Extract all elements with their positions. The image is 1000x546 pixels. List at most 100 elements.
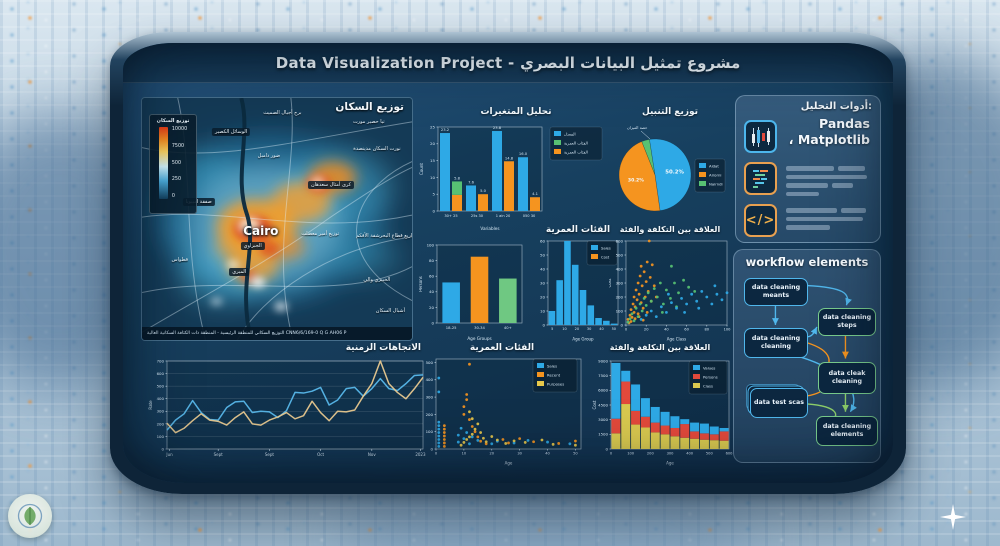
svg-text:Nairndi: Nairndi <box>709 181 723 186</box>
svg-text:050 30: 050 30 <box>523 214 536 218</box>
workflow-node[interactable]: data cleaning cleaning <box>744 328 808 358</box>
svg-text:80: 80 <box>429 258 434 263</box>
svg-text:14.8: 14.8 <box>505 156 514 160</box>
svg-text:Variables: Variables <box>480 226 499 231</box>
chart-distribution-pie: توزيع التنبيل 50.2% 30.2% حصة الميزان Aldat… <box>611 105 729 233</box>
map-legend-title: توزيع السكان <box>156 118 190 124</box>
city-label: Cairo <box>243 224 279 239</box>
svg-text:30: 30 <box>517 452 522 456</box>
svg-text:0: 0 <box>432 320 435 325</box>
pie-plot: 50.2% 30.2% حصة الميزان Aldat Airorni Nairndi <box>611 119 729 233</box>
svg-text:20: 20 <box>644 328 649 332</box>
svg-text:40: 40 <box>429 289 434 294</box>
svg-text:10: 10 <box>540 308 545 313</box>
svg-text:Persons: Persons <box>419 276 423 292</box>
svg-text:Sept: Sept <box>265 452 275 457</box>
map-place-label: قطواس <box>171 257 189 264</box>
svg-text:20: 20 <box>489 452 494 456</box>
dashboard-screen: Data Visualization Project - مشروع تمثيل… <box>123 43 893 483</box>
svg-text:0: 0 <box>433 208 436 213</box>
map-place-label: الميري <box>229 268 250 277</box>
svg-text:5.0: 5.0 <box>480 189 487 193</box>
tool-matplotlib: ، Matplotlib <box>788 132 870 148</box>
svg-text:10: 10 <box>562 327 566 331</box>
analysis-tools-panel: أدوات التحليل: Pandas ، Matplotlib <box>735 95 881 243</box>
svg-text:Age Groups: Age Groups <box>467 336 491 341</box>
svg-text:Rate: Rate <box>148 400 153 410</box>
svg-text:200: 200 <box>647 452 655 456</box>
svg-text:20: 20 <box>575 327 579 331</box>
workflow-node[interactable]: data cleaning steps <box>818 308 876 336</box>
workflow-node[interactable]: data cleaning meants <box>744 278 808 306</box>
svg-text:Sales: Sales <box>601 246 611 250</box>
map-place-label: تيا حصير مورت <box>352 119 385 126</box>
svg-text:0: 0 <box>621 322 624 327</box>
map-legend-labels: 10000 7500 500 250 0 <box>171 127 188 199</box>
svg-text:Oct: Oct <box>317 452 324 457</box>
tool-pandas: Pandas <box>819 116 870 131</box>
svg-text:30: 30 <box>587 327 591 331</box>
svg-text:500: 500 <box>426 360 434 365</box>
code-tag-icon: </> <box>745 213 776 228</box>
svg-text:Cost: Cost <box>609 278 612 287</box>
chart-title: العلاقة بين التكلفة والفئة <box>619 225 721 234</box>
svg-text:Jun: Jun <box>165 452 173 457</box>
map-place-label: صفقة امبيوبا <box>182 198 215 207</box>
bar-plot: 0 20 40 60 80 100 Persons 18-25 30-34 40+ Age Grou… <box>418 237 527 343</box>
chart-title: العلاقة بين التكلفة والفئة <box>609 343 711 352</box>
svg-text:Purposes: Purposes <box>547 381 564 386</box>
chart-tool-tile[interactable] <box>744 120 777 153</box>
svg-text:9000: 9000 <box>598 358 608 363</box>
svg-text:40: 40 <box>540 266 545 271</box>
svg-text:Sept: Sept <box>214 452 224 457</box>
svg-text:100: 100 <box>724 328 731 332</box>
page-title: Data Visualization Project - مشروع تمثيل… <box>275 53 741 72</box>
workflow-node-stacked[interactable]: data test scas <box>750 388 808 418</box>
code-editor-tile[interactable] <box>744 162 777 195</box>
svg-text:25: 25 <box>430 124 435 129</box>
svg-text:4500: 4500 <box>598 402 608 407</box>
svg-text:60: 60 <box>540 238 545 243</box>
code-snippet-tile[interactable]: </> <box>744 204 777 237</box>
svg-text:Age Group: Age Group <box>572 337 594 342</box>
scatter-plot: 0 100 200 300 400 500 600 Cost 0 20 40 60 80 100 Age C… <box>607 237 731 343</box>
svg-text:60: 60 <box>429 274 434 279</box>
svg-text:500: 500 <box>157 384 165 389</box>
line-plot: 0 100 200 300 400 500 600 700 Rate Jun Sept Sept Oct… <box>143 355 431 467</box>
svg-text:5.8: 5.8 <box>454 176 461 180</box>
svg-text:60: 60 <box>684 328 689 332</box>
map-caption: التوزيع السكاني للمنطقة الرئيسية - المنط… <box>142 327 412 340</box>
svg-text:700: 700 <box>157 358 165 363</box>
svg-text:100: 100 <box>427 242 435 247</box>
svg-text:100: 100 <box>616 308 624 313</box>
map-place-label: الخبيري والي <box>363 276 391 283</box>
svg-text:Cost: Cost <box>601 255 610 259</box>
svg-text:30+ 25: 30+ 25 <box>444 214 457 218</box>
svg-text:المعدل: المعدل <box>564 131 576 136</box>
svg-text:400: 400 <box>426 377 434 382</box>
svg-text:7500: 7500 <box>598 373 608 378</box>
svg-text:40: 40 <box>599 327 603 331</box>
dashboard-content: توزيع السكان توزيع السكان 10000 7500 500 25… <box>123 83 893 483</box>
svg-text:300: 300 <box>616 280 624 285</box>
workflow-node[interactable]: data cleaning elements <box>816 416 878 446</box>
svg-text:15: 15 <box>430 158 435 163</box>
svg-text:5: 5 <box>551 327 553 331</box>
workflow-node[interactable]: data cleak cleaning <box>818 362 876 394</box>
svg-text:Values: Values <box>703 365 715 370</box>
svg-text:Sales: Sales <box>547 363 557 368</box>
svg-text:1500: 1500 <box>598 432 608 437</box>
svg-text:الفئات العمرية: الفئات العمرية <box>564 140 588 145</box>
population-map-panel: توزيع السكان توزيع السكان 10000 7500 500 25… <box>141 97 413 341</box>
svg-text:100: 100 <box>627 452 635 456</box>
svg-text:10: 10 <box>462 452 467 456</box>
svg-text:Class: Class <box>703 383 713 388</box>
svg-text:23.8: 23.8 <box>493 126 502 130</box>
svg-text:Count: Count <box>419 163 424 175</box>
histogram-plot: 0102030405060Age Count51020304050Age Gro… <box>529 237 621 343</box>
svg-text:50: 50 <box>612 327 616 331</box>
svg-text:Nov: Nov <box>368 452 376 457</box>
scatter-plot: 0 100 200 300 400 500 0 10 20 30 40 50 Age Sales Recen… <box>419 355 585 467</box>
chart-age-groups-bar: 0 20 40 60 80 100 Persons 18-25 30-34 40+ Age Grou… <box>418 237 527 343</box>
svg-text:1 ain 20: 1 ain 20 <box>496 214 511 218</box>
